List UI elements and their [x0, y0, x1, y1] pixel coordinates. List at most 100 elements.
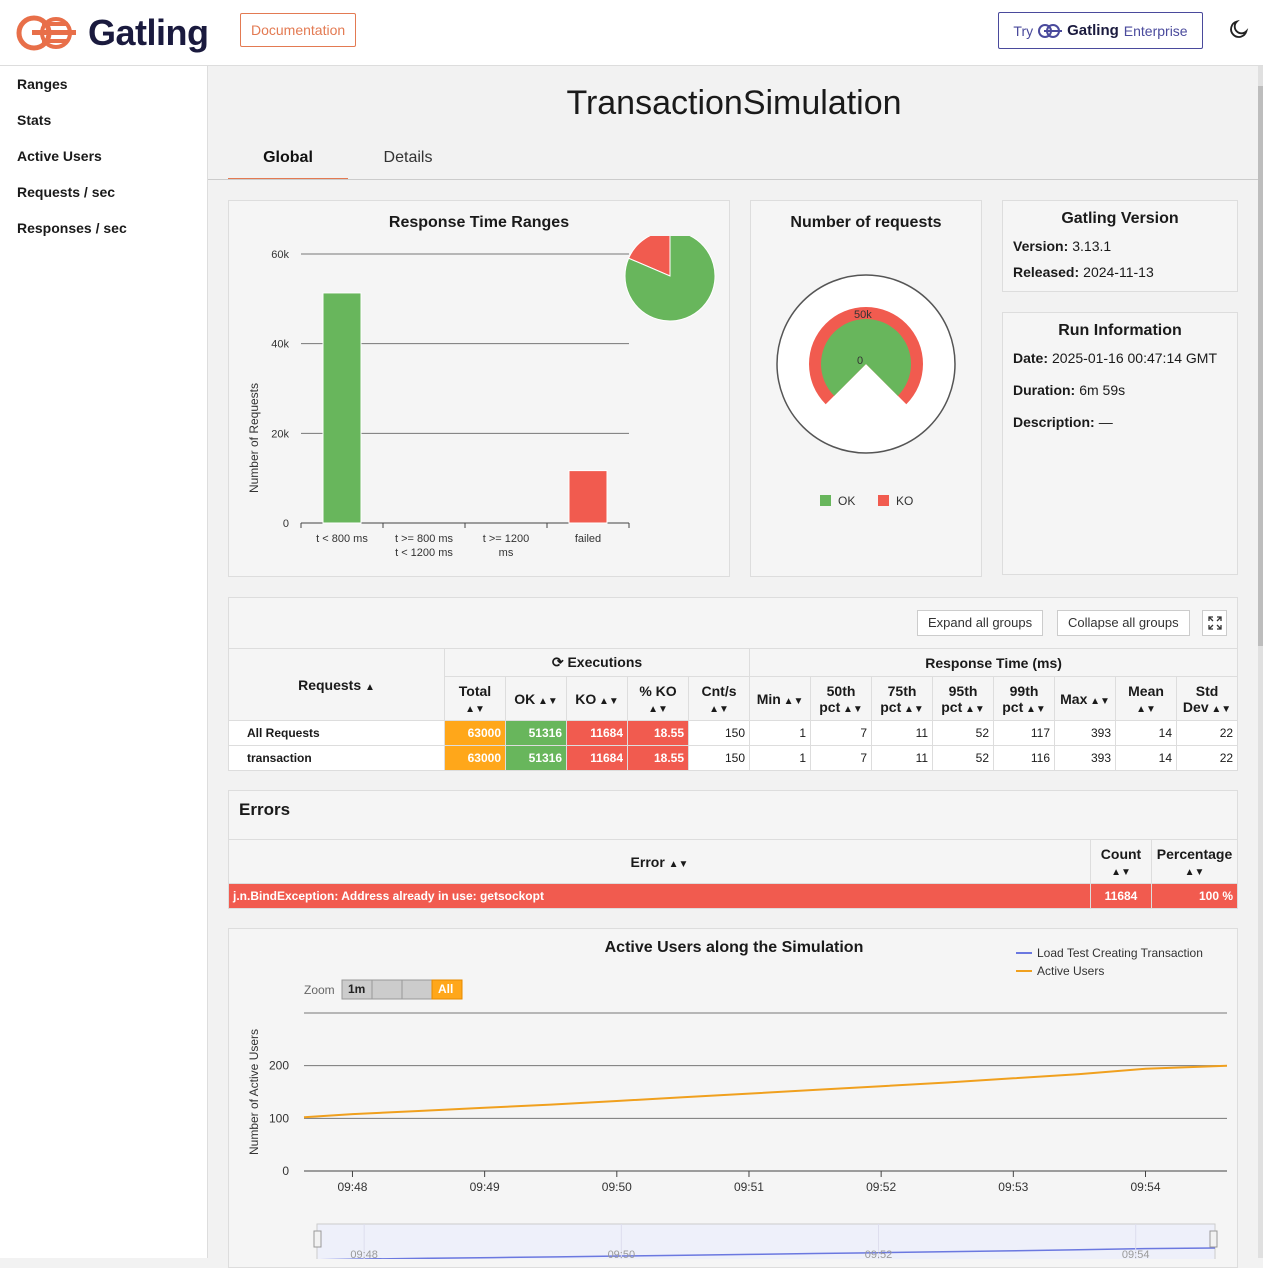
sort-icon: ▲▼ [1023, 703, 1046, 715]
tab-details[interactable]: Details [383, 149, 433, 166]
column-header[interactable]: 95th pct ▲▼ [932, 676, 995, 721]
column-header[interactable]: % KO ▲▼ [627, 676, 689, 721]
table-cell: 51316 [505, 720, 567, 746]
column-header-label: Cnt/s [701, 682, 737, 699]
table-cell: 14 [1115, 745, 1178, 771]
request-name[interactable]: All Requests [228, 720, 445, 746]
fullscreen-button[interactable] [1202, 610, 1227, 636]
table-row[interactable]: All Requests 63000 51316 11684 18.55 150 1 7 11 5… [228, 720, 1239, 746]
sidebar-item-ranges[interactable]: Ranges [17, 76, 68, 92]
legend-load-test[interactable]: Load Test Creating Transaction [1037, 946, 1203, 960]
count-column-header[interactable]: Count ▲▼ [1090, 839, 1152, 884]
table-cell: 11684 [566, 745, 628, 771]
errors-title: Errors [239, 800, 291, 819]
moon-icon[interactable] [1228, 18, 1250, 40]
requests-header-label: Requests [298, 676, 362, 693]
column-header[interactable]: Min ▲▼ [749, 676, 812, 721]
table-cell: 11 [871, 720, 934, 746]
range-bar[interactable] [568, 470, 608, 524]
column-header[interactable]: Std Dev ▲▼ [1176, 676, 1239, 721]
scrollbar-thumb[interactable] [1258, 86, 1263, 646]
navigator-area[interactable] [316, 1223, 1216, 1259]
table-cell: 393 [1054, 745, 1117, 771]
tabs-divider [208, 179, 1260, 180]
navigator-left-handle[interactable] [313, 1230, 322, 1248]
try-enterprise-button[interactable]: Try Gatling Enterprise [998, 12, 1203, 49]
description-row: Description: — [1013, 414, 1237, 430]
try-label: Try [1013, 22, 1034, 39]
page-scrollbar[interactable] [1258, 66, 1263, 1258]
date-row: Date: 2025-01-16 00:47:14 GMT [1013, 350, 1237, 366]
column-header-label: Std Dev [1182, 682, 1219, 715]
legend-active-users[interactable]: Active Users [1037, 964, 1104, 978]
ranges-y-axis-label: Number of Requests [247, 383, 261, 493]
x-tick-label: 09:53 [998, 1180, 1028, 1194]
sidebar-item-requests-sec[interactable]: Requests / sec [17, 184, 116, 200]
column-header-label: 50th pct [819, 682, 856, 715]
y-tick-label: 200 [269, 1059, 289, 1073]
navigator-right-handle[interactable] [1209, 1230, 1218, 1248]
table-row[interactable]: transaction 63000 51316 11684 18.55 150 1 7 11 52… [228, 745, 1239, 771]
column-header[interactable]: KO ▲▼ [566, 676, 628, 721]
column-header[interactable]: Total ▲▼ [444, 676, 506, 721]
navigator-tick-label: 09:52 [865, 1249, 893, 1259]
column-header[interactable]: OK ▲▼ [505, 676, 567, 721]
collapse-all-groups-button[interactable]: Collapse all groups [1057, 610, 1190, 636]
tab-global[interactable]: Global [228, 144, 348, 180]
legend-ko[interactable]: KO [896, 494, 913, 508]
legend-ok-swatch [820, 495, 831, 506]
column-header-label: 99th pct [1002, 682, 1039, 715]
page-title: TransactionSimulation [566, 84, 902, 122]
pie-slice-ko[interactable] [627, 236, 671, 277]
sort-icon: ▲▼ [901, 703, 924, 715]
y-tick-label: 60k [271, 249, 289, 261]
column-header[interactable]: Mean ▲▼ [1115, 676, 1178, 721]
table-cell: 63000 [444, 720, 506, 746]
navigator-tick-label: 09:48 [350, 1249, 378, 1259]
table-cell: 7 [810, 745, 873, 771]
percentage-header-label: Percentage [1156, 845, 1233, 862]
range-bar[interactable] [322, 292, 362, 524]
column-header[interactable]: 99th pct ▲▼ [993, 676, 1056, 721]
active-users-series-line [303, 1064, 1228, 1119]
pie-slice-ok[interactable] [624, 236, 716, 322]
column-header-label: KO [575, 690, 597, 707]
column-header[interactable]: Cnt/s ▲▼ [687, 676, 751, 721]
requests-column-header[interactable]: Requests ▲ [228, 648, 445, 721]
legend-ok[interactable]: OK [838, 494, 855, 508]
request-name[interactable]: transaction [228, 745, 445, 771]
navigator-tick-label: 09:50 [608, 1249, 636, 1259]
sort-icon: ▲▼ [962, 703, 985, 715]
percentage-column-header[interactable]: Percentage ▲▼ [1151, 839, 1238, 884]
gatling-logo[interactable]: Gatling [16, 12, 209, 54]
main-content: TransactionSimulation Global Details Res… [208, 66, 1260, 1268]
error-column-header[interactable]: Error ▲▼ [228, 839, 1091, 884]
sidebar-item-responses-sec[interactable]: Responses / sec [17, 220, 127, 236]
sidebar-item-stats[interactable]: Stats [17, 112, 52, 128]
zoom-all-label: All [438, 982, 453, 996]
gatling-version-title: Gatling Version [1061, 210, 1179, 227]
requests-gauge: 50k 0 OK KO [776, 274, 956, 508]
ranges-chart-title: Response Time Ranges [388, 214, 570, 231]
sort-icon: ▲▼ [596, 695, 619, 707]
zoom-empty-button-1[interactable] [371, 979, 403, 1000]
sidebar-item-active-users[interactable]: Active Users [17, 148, 102, 164]
zoom-all-button[interactable] [431, 979, 463, 1000]
column-header[interactable]: 50th pct ▲▼ [810, 676, 873, 721]
documentation-button[interactable]: Documentation [240, 13, 357, 47]
column-header[interactable]: 75th pct ▲▼ [871, 676, 934, 721]
table-cell: 393 [1054, 720, 1117, 746]
released-value: 2024-11-13 [1083, 264, 1154, 280]
column-header[interactable]: Max ▲▼ [1054, 676, 1117, 721]
date-value: 2025-01-16 00:47:14 GMT [1052, 350, 1218, 366]
duration-row: Duration: 6m 59s [1013, 382, 1237, 398]
navigator[interactable]: 09:48 09:50 09:52 09:54 [313, 1223, 1218, 1259]
zoom-empty-button-2[interactable] [401, 979, 433, 1000]
executions-header: ⟳ Executions [443, 648, 751, 677]
gauge-ok-arc [821, 319, 911, 396]
executions-header-label: Executions [567, 654, 643, 670]
table-cell: 1 [749, 720, 812, 746]
top-header: Gatling Documentation Try Gatling Enterp… [0, 0, 1263, 66]
sort-asc-icon: ▲ [365, 681, 375, 693]
expand-all-groups-button[interactable]: Expand all groups [917, 610, 1044, 636]
